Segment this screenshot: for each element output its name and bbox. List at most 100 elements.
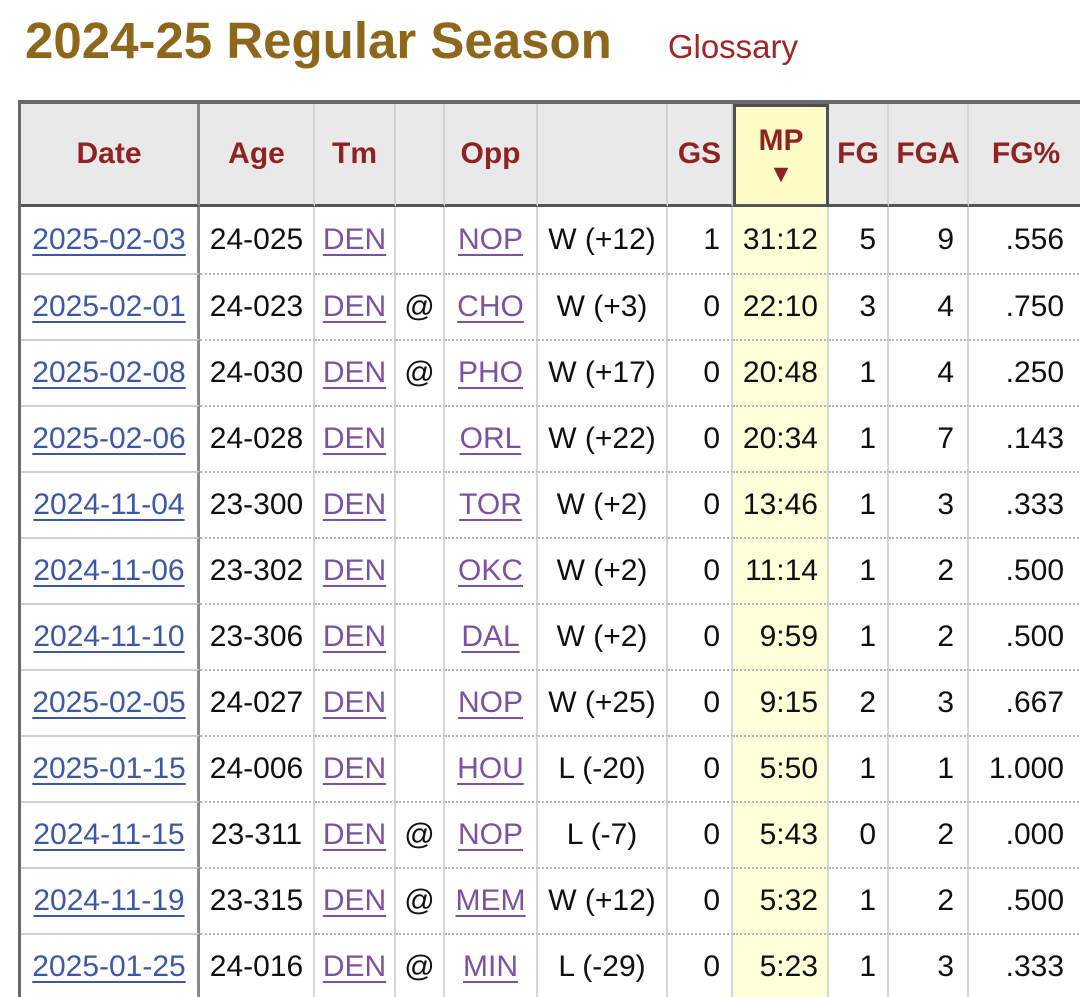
team-link[interactable]: MIN	[463, 949, 518, 983]
cell-age: 24-025	[200, 206, 315, 273]
cell-opp: NOP	[445, 206, 538, 273]
team-link[interactable]: DEN	[322, 421, 387, 455]
cell-age: 23-302	[200, 536, 315, 603]
team-link[interactable]: DEN	[322, 619, 387, 653]
column-header-tm[interactable]: Tm	[315, 103, 396, 207]
team-link[interactable]: DEN	[322, 949, 387, 983]
column-header-at[interactable]	[396, 103, 445, 207]
cell-at: @	[396, 866, 445, 933]
cell-at: @	[396, 338, 445, 405]
team-link[interactable]: DEN	[322, 553, 387, 587]
boxscore-date-link[interactable]: 2025-02-03	[32, 222, 186, 256]
cell-at	[396, 668, 445, 735]
cell-tm: DEN	[315, 668, 396, 735]
game-row: 2025-01-25 24-016 DEN @ MIN L (-29) 0 5:23 1 3.33…	[21, 932, 1080, 997]
cell-fgpct: .500	[969, 536, 1080, 603]
cell-fgpct: .556	[1005, 222, 1064, 256]
team-link[interactable]: DEN	[322, 685, 387, 719]
column-header-fga[interactable]: FGA	[889, 103, 969, 207]
cell-at	[396, 206, 445, 273]
cell-age: 24-027	[200, 668, 315, 735]
cell-age: 23-315	[200, 866, 315, 933]
game-row: 2025-02-08 24-030 DEN @ PHO W (+17) 0 20:48 1 4.2…	[21, 338, 1080, 405]
cell-date: 2025-01-15	[21, 734, 200, 801]
cell-fgpct: .667	[969, 668, 1080, 735]
team-link[interactable]: HOU	[457, 751, 524, 785]
column-header-label: GS	[677, 136, 722, 170]
team-link[interactable]: OKC	[457, 553, 523, 587]
boxscore-date-link[interactable]: 2024-11-04	[33, 487, 185, 521]
cell-result: W (+22)	[538, 404, 668, 471]
team-link[interactable]: TOR	[459, 487, 522, 521]
sort-descending-icon: ▼	[768, 159, 794, 188]
team-link[interactable]: MEM	[455, 883, 526, 917]
cell-fg: 1	[829, 404, 889, 471]
boxscore-date-link[interactable]: 2024-11-10	[33, 619, 185, 653]
column-header-fg[interactable]: FG	[829, 103, 889, 207]
cell-at: @	[396, 932, 445, 997]
column-header-opp[interactable]: Opp	[445, 103, 538, 207]
cell-age: 24-016	[200, 932, 315, 997]
team-link[interactable]: DEN	[322, 289, 387, 323]
boxscore-date-link[interactable]: 2025-02-06	[32, 421, 186, 455]
team-link[interactable]: DEN	[322, 883, 387, 917]
cell-fgpct: .000	[969, 800, 1080, 867]
team-link[interactable]: NOP	[457, 685, 523, 719]
cell-date: 2024-11-06	[21, 536, 200, 603]
column-header-fgpct[interactable]: FG%	[969, 103, 1080, 207]
cell-opp: CHO	[445, 272, 538, 339]
game-log-table-wrap: Date Age Tm Opp GS MP ▼ FG FGA FG% 2025-02-03 24-0…	[18, 99, 1080, 997]
boxscore-date-link[interactable]: 2025-02-08	[32, 355, 186, 389]
column-header-age[interactable]: Age	[200, 103, 315, 207]
cell-opp: NOP	[445, 800, 538, 867]
cell-fg: 2	[829, 668, 889, 735]
team-link[interactable]: PHO	[457, 355, 523, 389]
cell-result: W (+2)	[538, 470, 668, 537]
game-row: 2025-02-03 24-025 DEN NOP W (+12) 1 31:12 5 9 .55…	[21, 206, 1080, 273]
cell-fg: 5	[829, 206, 889, 273]
team-link[interactable]: DAL	[461, 619, 520, 653]
cell-at	[396, 734, 445, 801]
boxscore-date-link[interactable]: 2024-11-15	[33, 817, 185, 851]
cell-mp: 11:14	[733, 536, 829, 603]
cell-result: W (+12)	[538, 206, 668, 273]
cell-mp: 5:32	[733, 866, 829, 933]
team-link[interactable]: DEN	[322, 817, 387, 851]
team-link[interactable]: CHO	[457, 289, 524, 323]
glossary-link[interactable]: Glossary	[667, 28, 799, 65]
team-link[interactable]: NOP	[457, 817, 523, 851]
cell-gs: 0	[668, 866, 733, 933]
cell-result: L (-20)	[538, 734, 668, 801]
column-header-result[interactable]	[538, 103, 668, 207]
boxscore-date-link[interactable]: 2024-11-19	[33, 883, 185, 917]
boxscore-date-link[interactable]: 2025-02-05	[32, 685, 186, 719]
boxscore-date-link[interactable]: 2024-11-06	[33, 553, 185, 587]
column-header-gs[interactable]: GS	[668, 103, 733, 207]
cell-date: 2024-11-10	[21, 602, 200, 669]
column-header-date[interactable]: Date	[21, 103, 200, 207]
cell-date: 2025-02-08	[21, 338, 200, 405]
boxscore-date-link[interactable]: 2025-02-01	[32, 289, 186, 323]
cell-tm: DEN	[315, 734, 396, 801]
cell-tm: DEN	[315, 866, 396, 933]
cell-at	[396, 602, 445, 669]
cell-date: 2025-02-06	[21, 404, 200, 471]
game-row: 2024-11-10 23-306 DEN DAL W (+2) 0 9:59 1 2.500	[21, 602, 1080, 669]
team-link[interactable]: ORL	[459, 421, 522, 455]
team-link[interactable]: NOP	[457, 222, 523, 256]
team-link[interactable]: DEN	[322, 487, 387, 521]
game-row: 2024-11-04 23-300 DEN TOR W (+2) 0 13:46 1 3.333	[21, 470, 1080, 537]
cell-age: 24-023	[200, 272, 315, 339]
cell-at	[396, 536, 445, 603]
boxscore-date-link[interactable]: 2025-01-15	[32, 751, 186, 785]
table-body: 2025-02-03 24-025 DEN NOP W (+12) 1 31:12 5 9.55…	[21, 206, 1080, 997]
cell-mp: 9:59	[733, 602, 829, 669]
cell-fga: 1	[889, 734, 969, 801]
boxscore-date-link[interactable]: 2025-01-25	[32, 949, 186, 983]
column-header-mp[interactable]: MP ▼	[733, 103, 829, 207]
cell-tm: DEN	[315, 602, 396, 669]
team-link[interactable]: DEN	[322, 222, 387, 256]
team-link[interactable]: DEN	[322, 355, 387, 389]
team-link[interactable]: DEN	[322, 751, 387, 785]
